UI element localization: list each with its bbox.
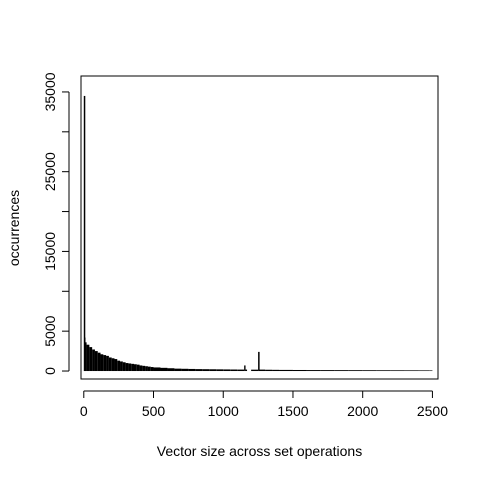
histogram-bar [429, 370, 433, 372]
histogram-bar [145, 366, 148, 372]
histogram-bar [97, 352, 101, 372]
y-tick-label: 15000 [42, 232, 58, 271]
histogram-bar [167, 368, 175, 372]
histogram-bar [117, 360, 121, 372]
histogram-bar [418, 370, 430, 372]
histogram-bar [272, 369, 280, 372]
histogram-bar [122, 362, 126, 372]
y-axis: 0 5000 15000 25000 35000 [42, 72, 70, 375]
histogram-bar [292, 369, 307, 372]
histogram-bar [103, 355, 107, 372]
histogram-bar [136, 364, 140, 372]
histogram-bar [160, 367, 168, 372]
histogram-bar [84, 337, 86, 372]
y-tick-label: 25000 [42, 152, 58, 191]
histogram-bar [216, 369, 224, 372]
histogram-bar [188, 368, 196, 372]
histogram-bar [195, 369, 203, 372]
histogram-bar [202, 369, 210, 372]
histogram-bar [376, 370, 391, 372]
histogram-bar [237, 369, 245, 372]
histogram-bar [348, 370, 363, 372]
histogram-bar [89, 347, 93, 372]
histogram-bar [174, 368, 182, 372]
histogram-bar [404, 370, 419, 372]
histogram-bar [320, 370, 335, 372]
x-tick-label: 0 [80, 403, 88, 419]
x-tick-label: 1500 [277, 403, 308, 419]
x-tick-label: 1000 [208, 403, 239, 419]
histogram-bar [133, 364, 137, 372]
histogram-bar [111, 358, 115, 372]
histogram-bar [92, 349, 95, 372]
histogram-bar [362, 370, 377, 372]
histogram-bar [245, 369, 248, 372]
histogram-bar [153, 367, 161, 372]
y-axis-label: occurrences [6, 190, 22, 266]
histogram-bar [83, 95, 86, 372]
histogram-bar [100, 354, 104, 372]
histogram-bar [230, 369, 238, 372]
histogram-bar [390, 370, 405, 372]
y-tick-label: 0 [42, 367, 58, 375]
histogram-bar [265, 369, 273, 372]
x-axis-label: Vector size across set operations [157, 443, 362, 459]
x-tick-label: 2500 [417, 403, 448, 419]
x-tick-label: 500 [142, 403, 166, 419]
histogram-bar [150, 367, 154, 372]
histogram-bar [223, 369, 231, 372]
histogram-bar [94, 351, 98, 372]
y-tick-label: 35000 [42, 72, 58, 111]
histogram-bar [86, 344, 90, 372]
histogram-bar [114, 359, 118, 372]
histogram-bar [120, 361, 123, 372]
histogram-bar [85, 342, 87, 372]
histogram-bar [258, 351, 260, 372]
histogram-bar [128, 363, 132, 372]
histogram-bar [106, 355, 109, 372]
histogram-bar [279, 369, 293, 372]
histogram-bar [181, 368, 189, 372]
histogram-bar [334, 370, 349, 372]
histogram-bar [125, 363, 129, 372]
histogram-bar [108, 357, 112, 372]
x-tick-label: 2000 [347, 403, 378, 419]
bars-group [83, 95, 433, 372]
histogram-bar [306, 370, 321, 372]
histogram-bar [142, 365, 146, 372]
histogram-bar [251, 369, 259, 372]
x-axis: 0 500 1000 1500 2000 2500 [80, 390, 448, 419]
y-tick-label: 5000 [42, 315, 58, 346]
histogram-bar [139, 365, 143, 372]
histogram-bar [147, 366, 151, 372]
histogram-bar [209, 369, 217, 372]
histogram-bar [131, 363, 134, 372]
histogram-bar [259, 369, 266, 372]
histogram-bar [244, 365, 246, 372]
plot-frame [80, 75, 439, 380]
